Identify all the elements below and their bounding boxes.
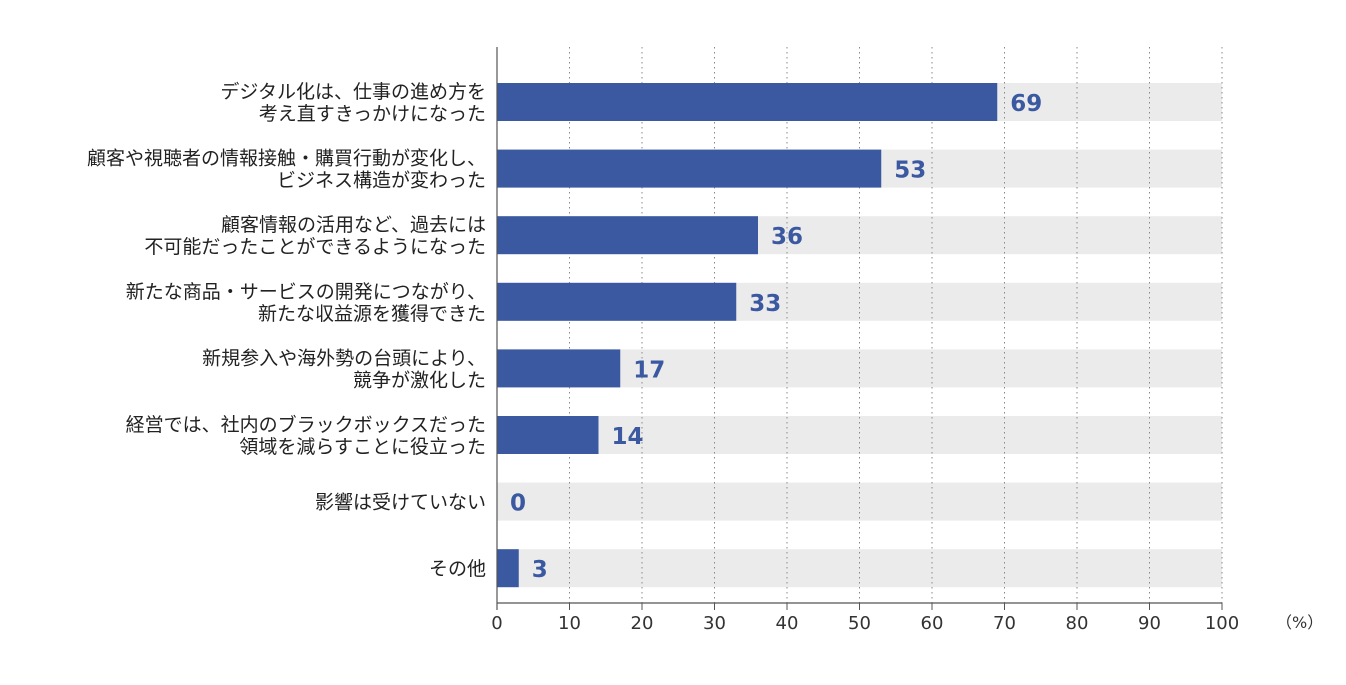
bars [497,83,998,588]
category-label: 考え直すきっかけになった [259,103,486,125]
value-label: 14 [612,424,644,450]
value-label: 53 [894,158,926,184]
x-tick-label: 60 [921,613,944,634]
category-label: 経営では、社内のブラックボックスだった [126,413,486,436]
category-label: 新たな商品・サービスの開発につながり、 [126,281,486,303]
value-label: 17 [633,357,665,383]
category-label: 顧客や視聴者の情報接触・購買行動が変化し、 [87,148,486,170]
bar [497,416,599,454]
category-label: 領域を減らすことに役立った [239,436,486,458]
bar [497,149,882,188]
value-label: 69 [1010,91,1042,117]
x-tick-label: 40 [776,613,799,634]
bar [497,282,737,321]
x-tick-label: 0 [491,613,502,634]
category-label: 顧客情報の活用など、過去には [221,214,486,236]
category-label: 競争が激化した [353,369,486,391]
category-label: 新規参入や海外勢の台頭により、 [202,347,486,369]
x-tick-label: 100 [1205,613,1239,634]
category-label: 新たな収益源を獲得できた [258,303,486,325]
x-tick-label: 90 [1138,613,1161,634]
x-tick-label: 20 [631,613,654,634]
category-label: デジタル化は、仕事の進め方を [220,81,486,103]
category-label: ビジネス構造が変わった [277,170,486,192]
bar [497,83,998,121]
value-label: 3 [532,557,548,583]
category-label: 影響は受けていない [315,492,486,514]
category-labels: デジタル化は、仕事の進め方を考え直すきっかけになった顧客や視聴者の情報接触・購買… [87,81,486,580]
bar-track [497,482,1222,521]
x-tick-label: 50 [848,613,871,634]
bar [497,549,519,588]
category-label: 不可能だったことができるようになった [144,236,486,258]
value-label: 0 [510,491,526,517]
x-tick-label: 10 [558,613,581,634]
category-label: その他 [429,558,486,580]
x-tick-labels: 0 10 20 30 40 50 60 70 80 90 100 [491,613,1239,634]
value-label: 33 [749,291,781,317]
x-axis-unit: （%） [1276,613,1323,632]
axes [496,47,1223,610]
x-tick-label: 70 [993,613,1016,634]
x-tick-label: 30 [703,613,726,634]
value-label: 36 [771,224,803,250]
x-tick-label: 80 [1066,613,1089,634]
bar [497,216,758,255]
value-labels: 69 53 36 33 17 14 0 3 [510,91,1042,583]
bar [497,349,621,388]
